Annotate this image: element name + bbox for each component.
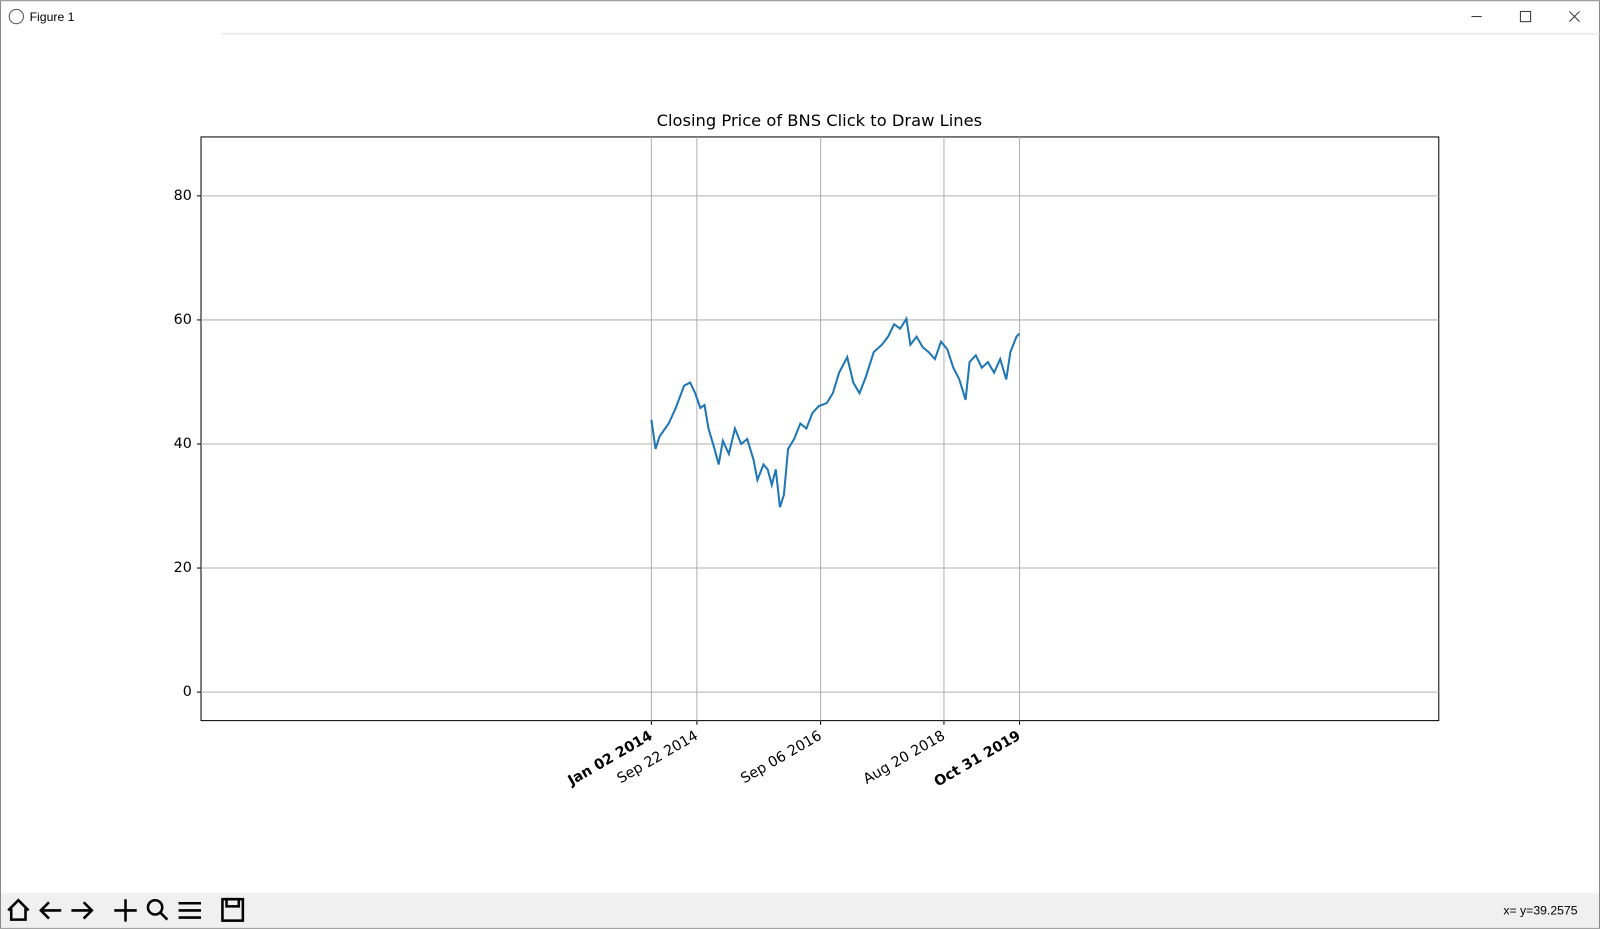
pan-button[interactable] — [114, 899, 137, 922]
y-tick-label: 40 — [174, 436, 192, 452]
axes-frame — [200, 136, 1440, 722]
window-title: Figure 1 — [30, 10, 75, 24]
toolbar — [1, 893, 1599, 928]
y-tick-label: 20 — [174, 560, 192, 576]
y-tick-label: 80 — [174, 188, 192, 204]
forward-button[interactable] — [71, 901, 94, 920]
maximize-button[interactable] — [1519, 10, 1532, 23]
status-text: x= y=39.2575 — [1503, 904, 1577, 918]
y-tick-label: 0 — [183, 684, 192, 700]
home-button[interactable] — [7, 898, 30, 921]
zoom-button[interactable] — [146, 898, 169, 921]
y-tick-label: 60 — [174, 312, 192, 328]
series-line — [650, 315, 1021, 508]
save-button[interactable] — [221, 897, 245, 922]
configure-button[interactable] — [178, 902, 202, 919]
back-button[interactable] — [39, 901, 62, 920]
chart-title: Closing Price of BNS Click to Draw Lines — [657, 111, 983, 130]
close-button[interactable] — [1569, 11, 1580, 23]
app-icon — [8, 8, 24, 25]
